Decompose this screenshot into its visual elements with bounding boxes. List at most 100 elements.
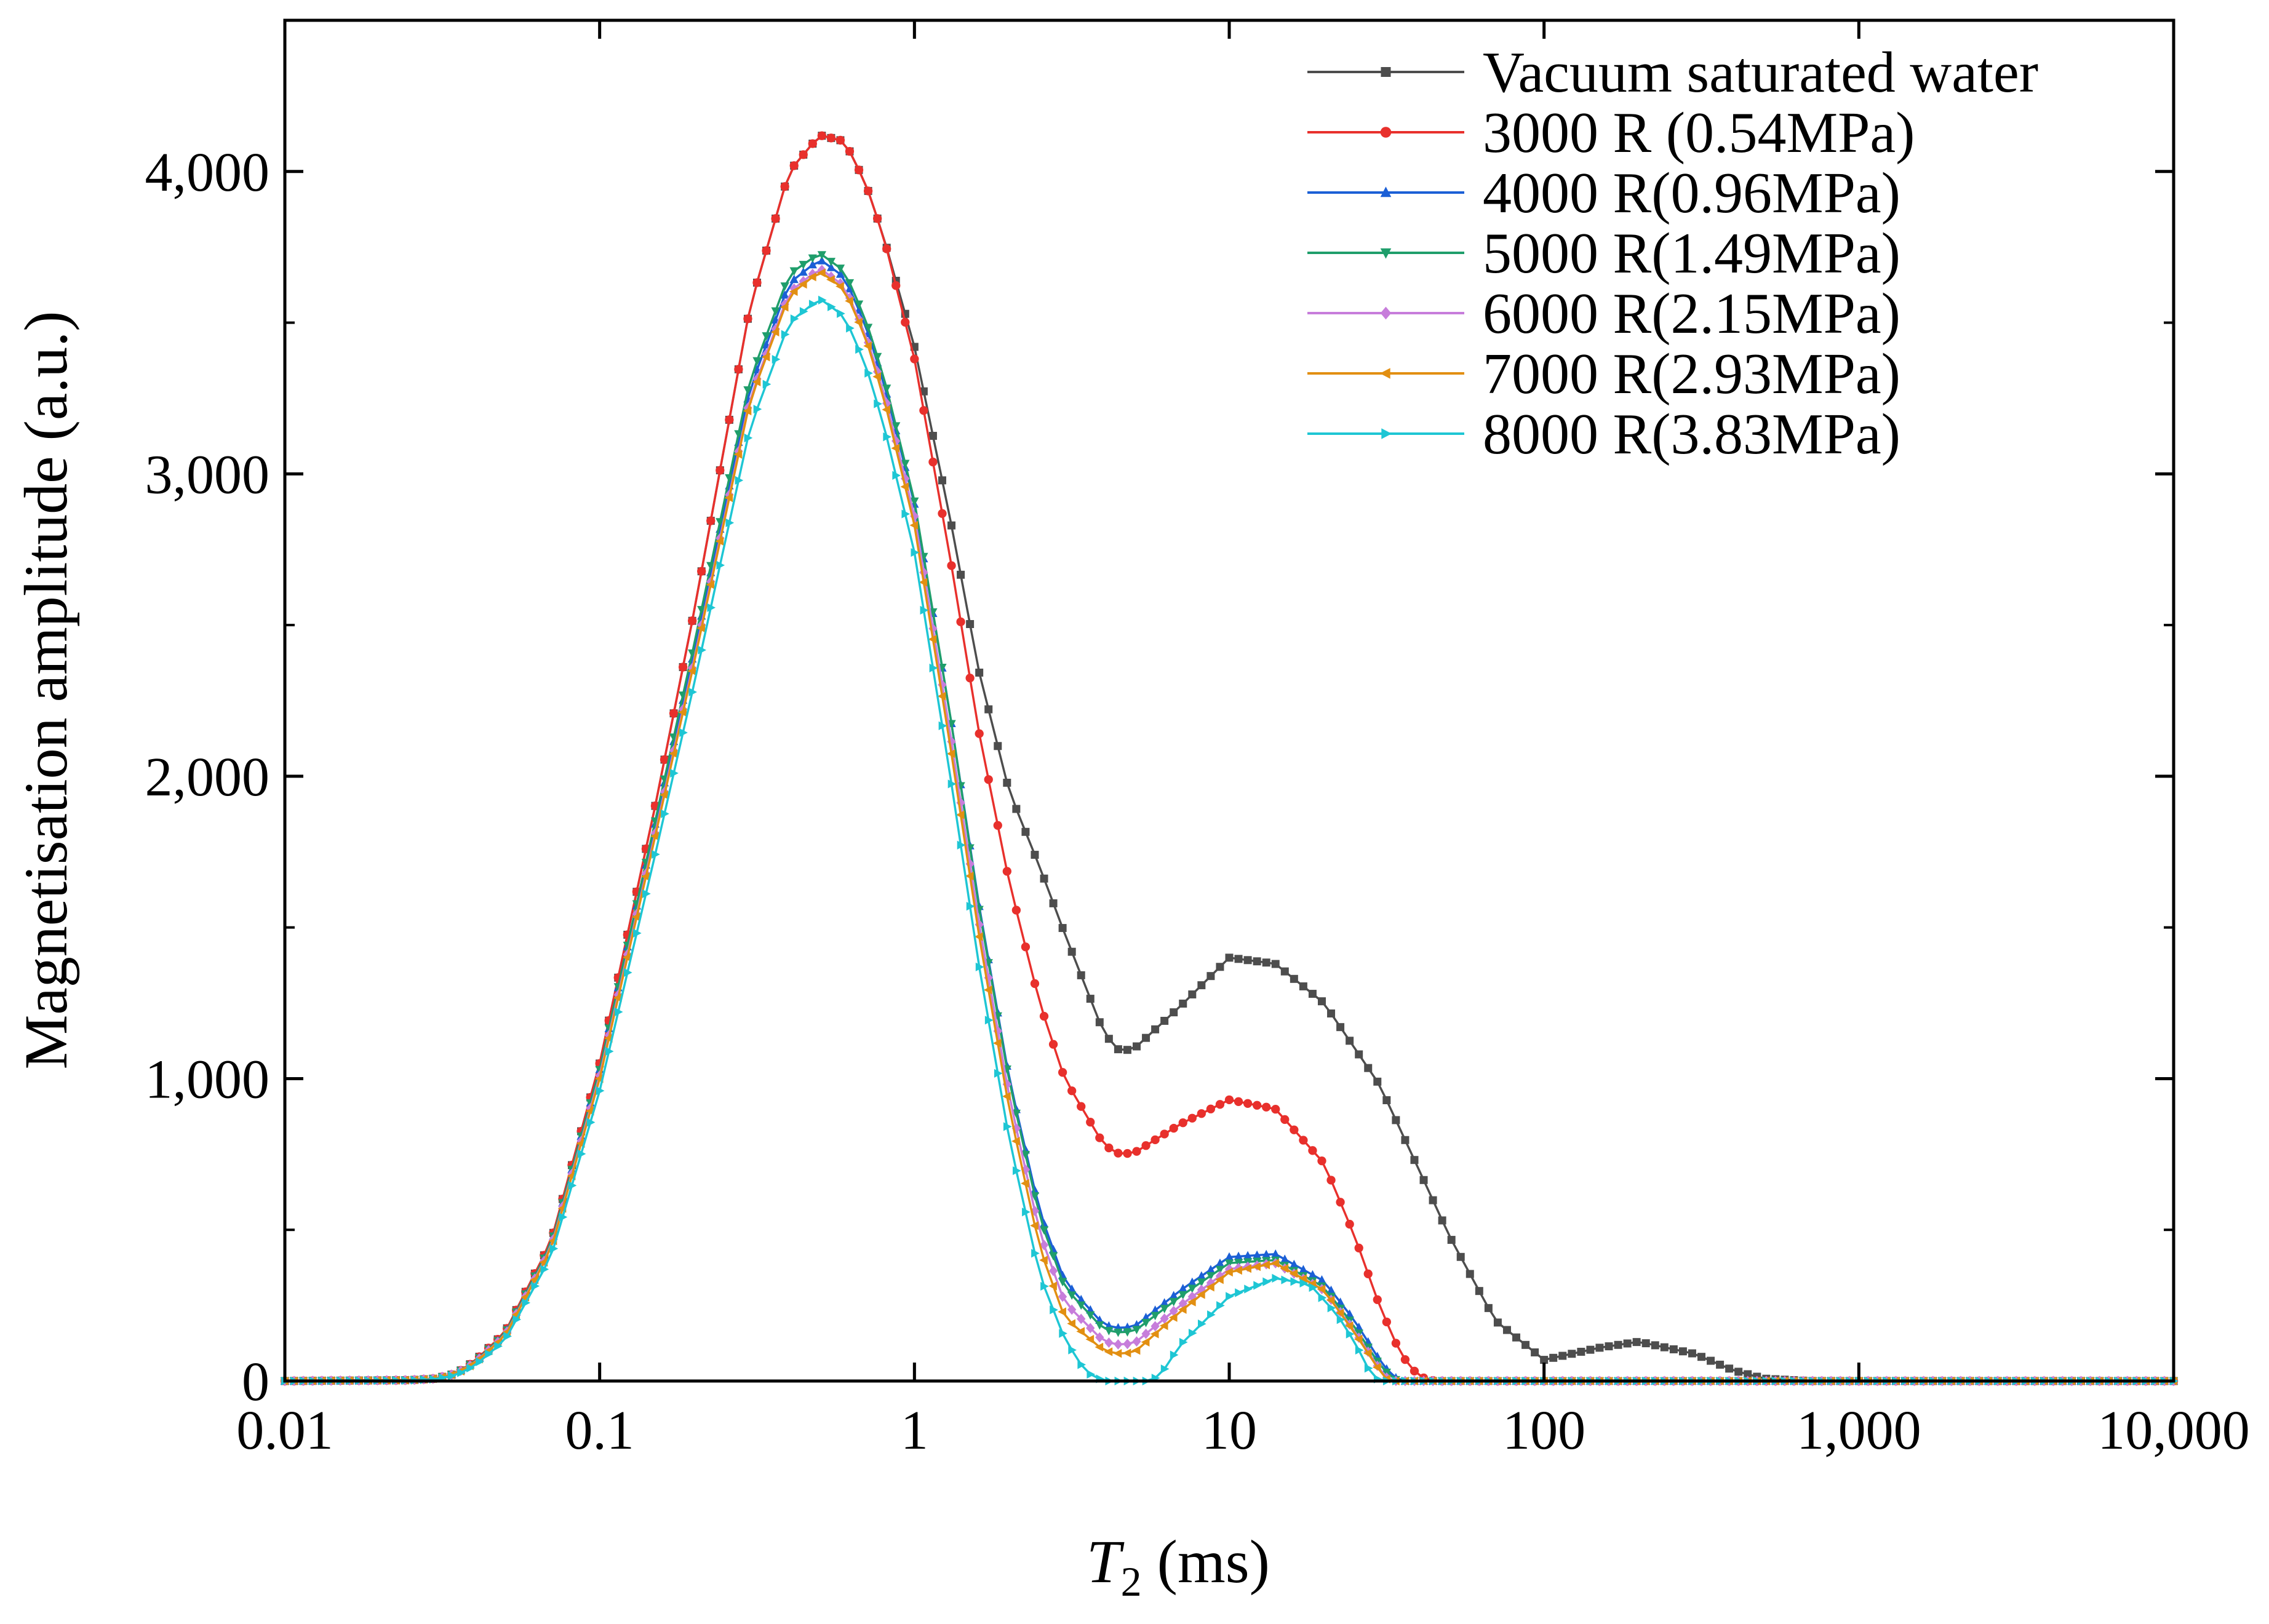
series-point — [929, 663, 938, 673]
series-point — [1187, 1113, 1197, 1123]
series-point — [1391, 1339, 1401, 1348]
series-point — [1187, 1277, 1197, 1286]
x-tick-label: 0.01 — [236, 1400, 333, 1461]
series-point — [1400, 1355, 1410, 1364]
series-point — [549, 1244, 559, 1253]
series-point — [1346, 1329, 1355, 1339]
series-point — [632, 912, 640, 921]
series-point — [1364, 1064, 1373, 1072]
series-point — [1308, 1270, 1317, 1279]
series-point — [799, 267, 808, 276]
series-point — [1141, 1337, 1150, 1347]
series-point — [1197, 1284, 1206, 1296]
series-point — [1002, 867, 1011, 876]
series-point — [1123, 1328, 1132, 1337]
series-point — [1197, 1290, 1205, 1299]
series-point — [1114, 1045, 1122, 1054]
legend-item: Vacuum saturated water — [1307, 41, 2038, 105]
series-point — [1641, 1339, 1650, 1348]
series-point — [1280, 1115, 1290, 1124]
series-point — [1224, 1095, 1234, 1105]
series-point — [652, 850, 660, 859]
series-point — [1289, 1269, 1298, 1278]
series-point — [882, 384, 891, 393]
series-point — [1131, 1346, 1141, 1355]
legend-item: 6000 R(2.15MPa) — [1307, 282, 1900, 346]
series-point — [1252, 1262, 1261, 1272]
series-point — [1410, 1156, 1419, 1164]
series-point — [799, 261, 808, 269]
series-point — [817, 131, 826, 140]
series-point — [660, 755, 669, 765]
series-point — [863, 186, 873, 196]
series-point — [883, 432, 891, 442]
series-point — [1290, 974, 1298, 983]
series-point — [1077, 1301, 1086, 1310]
series-point — [1540, 1356, 1549, 1364]
series-point — [1568, 1350, 1576, 1358]
series-point — [1133, 1042, 1141, 1051]
series-point — [1141, 1318, 1150, 1327]
series-point — [911, 547, 920, 557]
series-point — [937, 691, 946, 701]
legend-swatch-marker — [1381, 67, 1391, 77]
series-point — [1030, 1192, 1040, 1201]
series-point — [938, 476, 946, 485]
series-point — [1252, 1250, 1262, 1259]
series-point — [1317, 1156, 1326, 1166]
series-point — [1039, 1226, 1049, 1235]
series-point — [1521, 1340, 1530, 1349]
series-point — [854, 314, 864, 325]
series-point — [994, 742, 1002, 750]
series-point — [1262, 1277, 1271, 1286]
series-point — [966, 902, 975, 911]
legend-label: 4000 R(0.96MPa) — [1483, 161, 1900, 225]
series-point — [835, 269, 845, 278]
series-point — [1225, 953, 1234, 962]
series-point — [1188, 990, 1197, 999]
series-point — [872, 214, 882, 223]
series-point — [1632, 1338, 1641, 1347]
series-point — [807, 272, 816, 282]
series-point — [697, 567, 706, 576]
series-point — [975, 962, 984, 971]
series-point — [1688, 1349, 1696, 1358]
series-point — [725, 474, 734, 483]
series-point — [771, 214, 780, 223]
series-point — [928, 432, 937, 440]
series-point — [1317, 1275, 1326, 1284]
series-point — [817, 251, 826, 260]
series-point — [1345, 1219, 1354, 1229]
series-point — [900, 482, 909, 492]
series-point — [1716, 1360, 1725, 1369]
series-point — [716, 466, 725, 475]
series-point — [872, 366, 882, 377]
series-point — [1660, 1343, 1669, 1351]
series-point — [1179, 999, 1187, 1008]
series-point — [1290, 1125, 1299, 1134]
series-point — [1040, 874, 1048, 883]
series-point — [938, 721, 947, 730]
series-point — [837, 309, 845, 318]
series-point — [1013, 1166, 1021, 1176]
series-point — [1335, 1308, 1344, 1318]
series-point — [585, 1107, 594, 1116]
series-point — [1484, 1304, 1493, 1312]
series-point — [1067, 947, 1076, 956]
series-point — [1216, 963, 1224, 971]
series-point — [1531, 1348, 1539, 1356]
series-point — [1364, 1364, 1373, 1373]
series-point — [789, 161, 799, 170]
series-point — [864, 368, 873, 378]
x-tick-label: 10,000 — [2097, 1400, 2250, 1461]
series-point — [1178, 1305, 1187, 1314]
series-point — [1160, 1305, 1169, 1313]
series-point — [965, 871, 974, 881]
series-point — [1410, 1366, 1419, 1375]
series-point — [1159, 1321, 1168, 1331]
series-point — [984, 973, 993, 983]
legend-swatch-marker — [1379, 368, 1390, 379]
series-point — [1030, 1185, 1040, 1194]
series-point — [957, 840, 966, 850]
series-point — [1104, 1035, 1113, 1043]
